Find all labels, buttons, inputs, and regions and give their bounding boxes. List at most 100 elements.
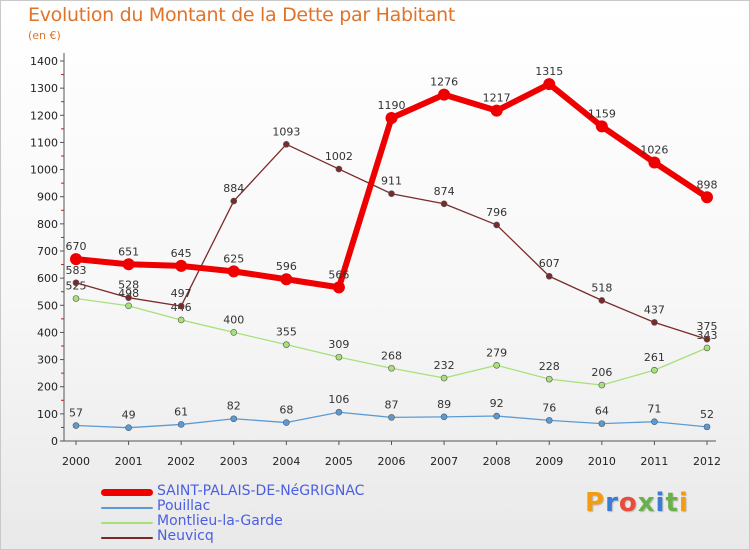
y-tick-label: 600: [37, 272, 58, 285]
data-label-montlieu-la-garde: 309: [328, 338, 349, 351]
data-label-pouillac: 52: [700, 408, 714, 421]
data-point-saint-palais-de-n-grignac: [122, 258, 135, 271]
data-label-saint-palais-de-n-grignac: 1276: [430, 76, 458, 89]
x-tick-label: 2006: [378, 455, 406, 468]
data-label-pouillac: 57: [69, 407, 83, 420]
data-point-pouillac: [703, 423, 711, 431]
data-point-saint-palais-de-n-grignac: [280, 273, 293, 286]
y-tick-label: 900: [37, 191, 58, 204]
data-point-pouillac: [598, 420, 606, 427]
x-tick-label: 2008: [483, 455, 511, 468]
data-point-montlieu-la-garde: [493, 361, 500, 369]
data-label-pouillac: 106: [328, 393, 349, 406]
data-label-neuvicq: 583: [66, 264, 87, 277]
data-point-neuvicq: [703, 335, 711, 343]
data-point-montlieu-la-garde: [388, 364, 395, 372]
x-tick-label: 2007: [430, 455, 458, 468]
legend-label: Neuvicq: [157, 528, 214, 544]
data-point-montlieu-la-garde: [335, 353, 343, 361]
logo-letter: t: [665, 488, 679, 518]
data-label-saint-palais-de-n-grignac: 625: [223, 252, 244, 265]
y-tick-label: 100: [37, 408, 58, 421]
legend-swatch: [101, 522, 153, 524]
logo-letter: o: [618, 488, 638, 518]
data-point-montlieu-la-garde: [703, 344, 711, 352]
data-label-neuvicq: 796: [486, 206, 507, 219]
data-point-pouillac: [493, 412, 500, 420]
x-tick-label: 2012: [693, 455, 721, 468]
data-label-pouillac: 49: [122, 409, 136, 422]
data-label-pouillac: 89: [437, 398, 451, 411]
data-label-saint-palais-de-n-grignac: 645: [171, 247, 192, 260]
data-label-neuvicq: 911: [381, 175, 402, 188]
data-point-pouillac: [177, 421, 185, 428]
data-point-pouillac: [72, 422, 80, 429]
data-label-pouillac: 82: [227, 400, 241, 413]
data-point-neuvicq: [335, 165, 343, 173]
data-point-saint-palais-de-n-grignac: [438, 88, 451, 101]
data-label-pouillac: 71: [647, 403, 661, 416]
y-tick-label: 500: [37, 299, 58, 312]
data-point-saint-palais-de-n-grignac: [175, 259, 188, 272]
data-point-montlieu-la-garde: [230, 329, 238, 336]
y-tick-label: 1400: [30, 55, 58, 68]
data-label-montlieu-la-garde: 268: [381, 349, 402, 362]
legend-item-montlieu-la-garde: Montlieu-la-Garde: [101, 513, 521, 530]
data-label-montlieu-la-garde: 343: [697, 329, 718, 342]
data-label-saint-palais-de-n-grignac: 1026: [640, 144, 668, 157]
data-label-saint-palais-de-n-grignac: 1217: [483, 92, 511, 105]
data-label-pouillac: 64: [595, 405, 609, 418]
x-tick-label: 2000: [62, 455, 90, 468]
data-label-neuvicq: 437: [644, 303, 665, 316]
x-tick-label: 2001: [115, 455, 143, 468]
data-point-montlieu-la-garde: [177, 316, 185, 324]
data-label-pouillac: 87: [385, 398, 399, 411]
data-point-neuvicq: [440, 200, 448, 208]
chart-title: Evolution du Montant de la Dette par Hab…: [28, 4, 456, 26]
data-point-saint-palais-de-n-grignac: [648, 156, 661, 169]
logo-letter: P: [585, 488, 606, 518]
legend-label: Pouillac: [157, 498, 211, 514]
data-label-neuvicq: 1093: [272, 125, 300, 138]
x-tick-label: 2003: [220, 455, 248, 468]
data-point-pouillac: [545, 417, 553, 424]
logo-letter: i: [655, 488, 666, 518]
data-point-neuvicq: [545, 272, 553, 280]
legend-item-saint-palais-de-n-grignac: SAINT-PALAIS-DE-NéGRIGNAC: [101, 483, 521, 500]
data-point-saint-palais-de-n-grignac: [70, 253, 82, 266]
data-point-neuvicq: [598, 297, 606, 304]
data-label-montlieu-la-garde: 261: [644, 351, 665, 364]
data-point-pouillac: [651, 418, 658, 426]
data-label-saint-palais-de-n-grignac: 566: [328, 268, 349, 281]
data-label-neuvicq: 497: [171, 287, 192, 300]
y-tick-label: 1200: [30, 109, 58, 122]
data-point-montlieu-la-garde: [598, 381, 606, 389]
data-label-saint-palais-de-n-grignac: 898: [697, 178, 718, 191]
data-label-saint-palais-de-n-grignac: 1315: [535, 65, 563, 78]
y-tick-label: 300: [37, 354, 58, 367]
y-tick-label: 1100: [30, 136, 58, 149]
data-point-neuvicq: [177, 302, 185, 310]
data-point-montlieu-la-garde: [545, 375, 553, 383]
data-label-saint-palais-de-n-grignac: 1159: [588, 107, 616, 120]
data-label-montlieu-la-garde: 400: [223, 313, 244, 326]
data-point-neuvicq: [230, 197, 238, 205]
data-point-neuvicq: [125, 294, 132, 301]
data-point-montlieu-la-garde: [651, 366, 658, 374]
data-label-montlieu-la-garde: 355: [276, 326, 297, 339]
data-point-pouillac: [125, 424, 132, 432]
data-point-neuvicq: [388, 190, 395, 198]
legend-item-neuvicq: Neuvicq: [101, 528, 521, 545]
x-tick-label: 2011: [640, 455, 668, 468]
data-point-montlieu-la-garde: [72, 295, 80, 302]
data-point-saint-palais-de-n-grignac: [385, 112, 398, 124]
data-point-montlieu-la-garde: [440, 374, 448, 382]
data-point-saint-palais-de-n-grignac: [543, 78, 556, 91]
data-label-pouillac: 61: [174, 405, 188, 418]
legend-swatch: [101, 537, 153, 539]
legend-label: Montlieu-la-Garde: [157, 513, 283, 529]
data-label-neuvicq: 884: [223, 182, 244, 195]
data-point-neuvicq: [72, 279, 80, 287]
